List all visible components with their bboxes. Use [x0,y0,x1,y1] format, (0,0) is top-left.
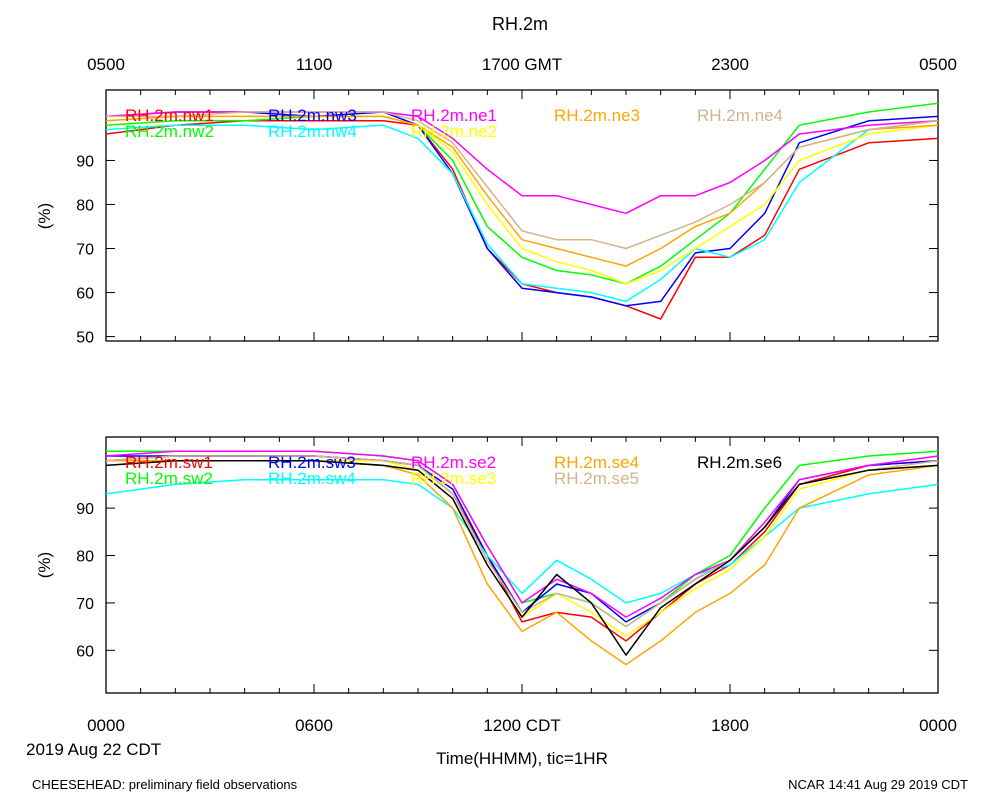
series-line-RH.2m.nw1 [105,120,939,320]
y-tick-label: 60 [76,286,94,303]
series-line-RH.2m.se4 [106,459,939,666]
legend-entry: RH.2m.ne3 [554,106,640,125]
series-line-RH.2m.se2 [105,450,939,618]
series-line-RH.2m.sw1 [105,455,939,642]
legend-entry: RH.2m.sw1 [125,453,213,472]
series-line-RH.2m.ne2 [105,115,939,285]
top-tick-label: 0500 [87,55,125,74]
legend-entry: RH.2m.se3 [411,469,496,488]
x-axis-label: Time(HHMM), tic=1HR [436,749,608,768]
legend-entry: RH.2m.se5 [554,469,639,488]
series-line-RH.2m.nw2 [105,102,939,285]
y-tick-label: 90 [76,501,94,518]
bottom-panel-frame [105,436,939,694]
legend-entry: RH.2m.nw4 [268,122,357,141]
bottom-tick-label: 1800 [711,716,749,735]
y-tick-label: 70 [76,596,94,613]
top-tick-labels: 0500 1100 1700 GMT 2300 0500 [87,55,957,74]
series-line-RH.2m.se3 [105,459,939,637]
legend-entry: RH.2m.sw2 [125,469,213,488]
series-line-RH.2m.sw4 [105,478,939,604]
bottom-tick-labels: 0000 0600 1200 CDT 1800 0000 [87,716,957,735]
y-tick-label: 70 [76,242,94,259]
top-tick-label: 1100 [296,55,333,74]
top-y-axis-label: (%) [35,203,54,229]
footer-right: NCAR 14:41 Aug 29 2019 CDT [788,777,968,792]
series-line-RH.2m.ne4 [106,111,939,250]
legend-entry: RH.2m.se2 [411,453,496,472]
date-label: 2019 Aug 22 CDT [26,740,161,759]
legend-entry: RH.2m.sw4 [268,469,356,488]
chart-title: RH.2m [492,14,548,34]
legend-entry: RH.2m.se4 [554,453,639,472]
series-line-RH.2m.nw3 [105,111,939,307]
bottom-tick-label: 0600 [295,716,333,735]
legend-entry: RH.2m.nw3 [268,106,357,125]
bottom-y-axis-label: (%) [35,552,54,578]
top-panel-series [105,102,939,320]
series-line-RH.2m.se6 [105,459,939,656]
legend-entry: RH.2m.sw3 [268,453,356,472]
legend-entry: RH.2m.ne1 [411,106,497,125]
bottom-tick-label: 0000 [87,716,125,735]
y-tick-label: 90 [76,153,94,170]
top-tick-label: 0500 [919,55,957,74]
top-panel-frame [105,89,939,342]
legend-entry: RH.2m.se6 [697,453,782,472]
top-tick-label: 1700 GMT [482,55,562,74]
bottom-panel-series [105,450,939,666]
y-tick-label: 80 [76,197,94,214]
y-tick-label: 50 [76,330,94,347]
legend-entry: RH.2m.ne2 [411,122,497,141]
legend-entry: RH.2m.ne4 [697,106,783,125]
series-line-RH.2m.nw4 [105,120,939,303]
top-panel-ticks: 50 60 70 80 90 [76,90,939,347]
y-tick-label: 80 [76,549,94,566]
legend-entry: RH.2m.nw1 [125,106,214,125]
series-line-RH.2m.ne1 [105,111,939,215]
y-tick-label: 60 [76,643,94,660]
legend-entry: RH.2m.nw2 [125,122,214,141]
top-tick-label: 2300 [711,55,749,74]
bottom-panel-ticks: 60 70 80 90 [76,437,939,693]
bottom-tick-label: 0000 [919,716,957,735]
footer-left: CHEESEHEAD: preliminary field observatio… [32,777,298,792]
bottom-tick-label: 1200 CDT [483,716,560,735]
